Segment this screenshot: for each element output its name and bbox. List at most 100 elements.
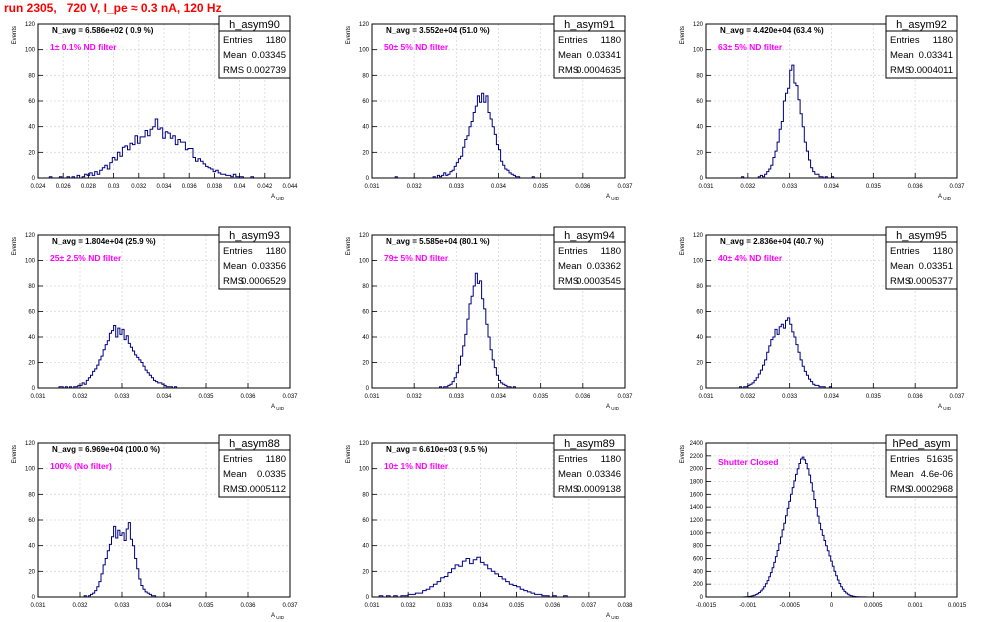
panel-h_asym95: 0.031 0.032 0.033 0.034 0.035 0.036 0.037 0 20 40… — [680, 226, 965, 411]
histogram-line — [741, 64, 835, 179]
x-tick-label: 0.03 — [108, 184, 120, 190]
filter-annotation: 100% (No filter) — [50, 461, 112, 471]
x-tick-label: 0.036 — [240, 603, 256, 609]
y-tick-label: 60 — [362, 99, 369, 105]
stats-value: 0.03345 — [252, 50, 286, 61]
histogram-name: h_asym94 — [564, 230, 615, 242]
x-tick-label: 0.032 — [131, 184, 147, 190]
x-tick-label: 0.036 — [575, 184, 591, 190]
navg-label: N_avg = 6.610e+03 ( 9.5 %) — [386, 445, 488, 454]
x-tick-label: 0.031 — [364, 394, 380, 400]
stats-label: Mean — [890, 50, 914, 61]
stats-value: 1180 — [601, 35, 621, 46]
x-axis-label: A UID — [938, 194, 952, 201]
x-tick-label: 0.036 — [182, 184, 198, 190]
y-tick-label: 100 — [25, 259, 36, 265]
histogram-name: h_asym91 — [564, 19, 615, 31]
stats-box — [218, 15, 291, 79]
y-tick-label: 80 — [362, 73, 369, 79]
y-tick-label: 120 — [359, 441, 370, 447]
stats-label: Entries — [223, 246, 253, 257]
y-tick-label: 40 — [696, 335, 703, 341]
histogram-name: h_asym89 — [564, 438, 615, 450]
navg-label: N_avg = 4.420e+04 (63.4 %) — [720, 26, 824, 35]
stats-box — [553, 434, 626, 498]
y-tick-label: 20 — [28, 361, 35, 367]
x-tick-label: 0.035 — [198, 394, 214, 400]
y-axis-label: Events — [346, 26, 352, 44]
y-tick-label: 80 — [28, 73, 35, 79]
stats-label: Entries — [558, 35, 588, 46]
stats-label: RMS — [890, 484, 911, 495]
navg-label: N_avg = 5.585e+04 (80.1 %) — [386, 237, 490, 246]
stats-label: Mean — [890, 261, 914, 272]
y-tick-label: 80 — [362, 492, 369, 498]
x-tick-label: 0.034 — [473, 603, 489, 609]
panel-h_asym94: 0.031 0.032 0.033 0.034 0.035 0.036 0.037 0 20 40… — [346, 226, 633, 411]
stats-box — [885, 434, 958, 498]
x-tick-label: 0.033 — [437, 603, 453, 609]
stats-label: RMS — [890, 65, 911, 76]
histogram-line — [58, 325, 178, 389]
x-axis-label: A UID — [271, 613, 285, 620]
y-tick-label: 2400 — [690, 441, 704, 447]
filter-annotation: 1± 0.1% ND filter — [50, 42, 117, 52]
x-tick-label: 0.037 — [949, 394, 965, 400]
navg-label: N_avg = 1.804e+04 (25.9 %) — [52, 237, 156, 246]
stats-value: 1180 — [266, 35, 286, 46]
x-tick-label: 0.034 — [824, 184, 840, 190]
stats-label: Entries — [558, 454, 588, 465]
x-tick-label: 0.038 — [207, 184, 223, 190]
y-tick-label: 2000 — [690, 467, 704, 473]
x-tick-label: 0.032 — [740, 184, 756, 190]
y-tick-label: 20 — [696, 150, 703, 156]
y-tick-label: 60 — [28, 518, 35, 524]
x-tick-label: 0.024 — [30, 184, 46, 190]
x-axis-label: A UID — [938, 404, 952, 411]
x-tick-label: -0.001 — [739, 603, 757, 609]
y-tick-label: 40 — [28, 335, 35, 341]
x-tick-label: 0.031 — [698, 184, 714, 190]
y-tick-label: 60 — [362, 310, 369, 316]
histogram-name: h_asym95 — [896, 230, 947, 242]
x-tick-label: 0.031 — [698, 394, 714, 400]
x-tick-label: 0 — [830, 603, 834, 609]
stats-box — [218, 434, 291, 498]
y-tick-label: 100 — [359, 48, 370, 54]
navg-label: N_avg = 3.552e+04 (51.0 %) — [386, 26, 490, 35]
y-tick-label: 40 — [362, 125, 369, 131]
stats-value: 0.03341 — [919, 50, 953, 61]
stats-label: Entries — [890, 454, 920, 465]
y-tick-label: 40 — [28, 544, 35, 550]
x-tick-label: 0.044 — [282, 184, 298, 190]
y-tick-label: 60 — [362, 518, 369, 524]
navg-label: N_avg = 6.969e+04 (100.0 %) — [52, 445, 160, 454]
y-tick-label: 0 — [32, 595, 36, 601]
x-tick-label: 0.036 — [908, 394, 924, 400]
x-tick-label: 0.034 — [491, 394, 507, 400]
y-tick-label: 40 — [28, 125, 35, 131]
x-tick-label: 0.034 — [491, 184, 507, 190]
histogram-line — [739, 317, 832, 389]
y-axis-label: Events — [680, 26, 686, 44]
y-tick-label: 2200 — [690, 454, 704, 460]
x-tick-label: 0.034 — [156, 394, 172, 400]
y-tick-label: 80 — [696, 73, 703, 79]
y-tick-label: 100 — [25, 467, 36, 473]
stats-value: 0.0009138 — [576, 484, 621, 495]
navg-label: N_avg = 2.836e+04 (40.7 %) — [720, 237, 824, 246]
stats-value: 0.0003545 — [576, 276, 621, 287]
panel-h_asym89: 0.031 0.032 0.033 0.034 0.035 0.036 0.037 0.038… — [346, 434, 633, 620]
stats-box — [553, 226, 626, 290]
x-tick-label: 0.036 — [575, 394, 591, 400]
navg-label: N_avg = 6.586e+02 ( 0.9 %) — [52, 26, 154, 35]
y-tick-label: 100 — [359, 467, 370, 473]
x-tick-label: -0.0015 — [696, 603, 717, 609]
y-tick-label: 1200 — [690, 518, 704, 524]
y-tick-label: 120 — [693, 233, 704, 239]
y-tick-label: 0 — [32, 176, 36, 182]
x-axis-label: A UID — [606, 404, 620, 411]
x-tick-label: 0.028 — [81, 184, 97, 190]
x-tick-label: 0.033 — [782, 184, 798, 190]
